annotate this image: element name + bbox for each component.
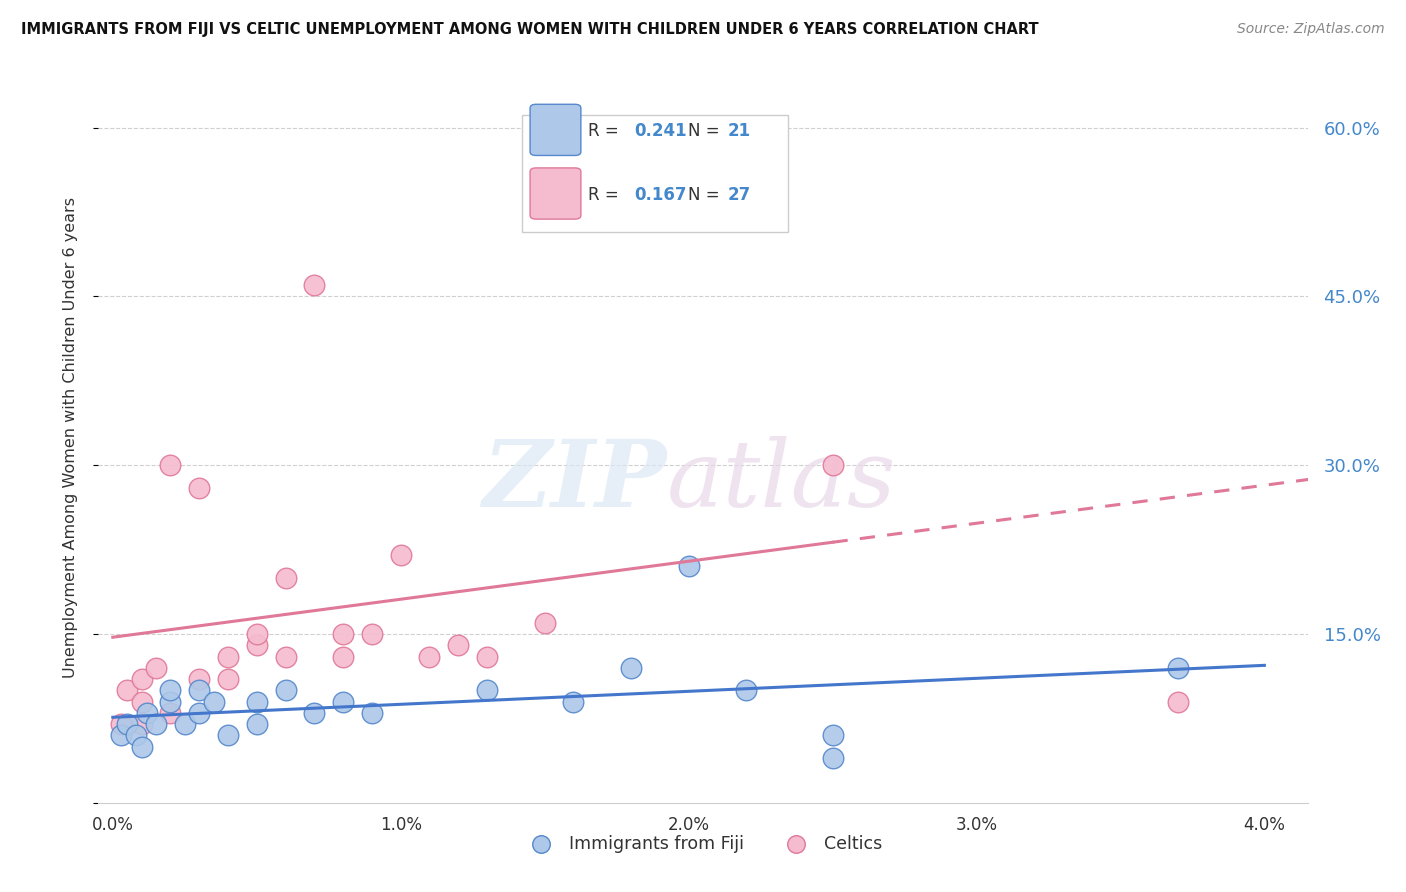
- FancyBboxPatch shape: [522, 115, 787, 232]
- Point: [562, 120, 585, 135]
- Point: [145, 661, 167, 675]
- Point: [159, 706, 181, 720]
- Point: [304, 278, 326, 293]
- Point: [217, 649, 239, 664]
- Point: [115, 683, 138, 698]
- Text: ZIP: ZIP: [482, 436, 666, 526]
- Text: IMMIGRANTS FROM FIJI VS CELTIC UNEMPLOYMENT AMONG WOMEN WITH CHILDREN UNDER 6 YE: IMMIGRANTS FROM FIJI VS CELTIC UNEMPLOYM…: [21, 22, 1039, 37]
- Text: R =: R =: [588, 122, 624, 140]
- Point: [475, 683, 498, 698]
- Point: [246, 717, 269, 731]
- Text: 27: 27: [727, 186, 751, 204]
- Point: [217, 728, 239, 742]
- Point: [274, 683, 297, 698]
- Point: [246, 627, 269, 641]
- Point: [678, 559, 700, 574]
- Point: [188, 706, 211, 720]
- Point: [821, 728, 844, 742]
- Point: [159, 694, 181, 708]
- Legend: Immigrants from Fiji, Celtics: Immigrants from Fiji, Celtics: [517, 828, 889, 860]
- Text: R =: R =: [588, 186, 624, 204]
- Point: [173, 717, 195, 731]
- Point: [110, 717, 132, 731]
- Point: [159, 683, 181, 698]
- FancyBboxPatch shape: [530, 104, 581, 155]
- Point: [389, 548, 412, 562]
- Point: [1167, 661, 1189, 675]
- Point: [188, 683, 211, 698]
- Text: 0.241: 0.241: [634, 122, 686, 140]
- Point: [217, 672, 239, 686]
- Point: [821, 751, 844, 765]
- Point: [202, 694, 225, 708]
- Point: [533, 615, 555, 630]
- Point: [246, 638, 269, 652]
- Point: [1167, 694, 1189, 708]
- Point: [136, 706, 159, 720]
- Point: [131, 694, 153, 708]
- Text: Source: ZipAtlas.com: Source: ZipAtlas.com: [1237, 22, 1385, 37]
- Point: [274, 571, 297, 585]
- Point: [735, 683, 758, 698]
- Point: [562, 694, 585, 708]
- Point: [110, 728, 132, 742]
- FancyBboxPatch shape: [530, 168, 581, 219]
- Point: [332, 694, 354, 708]
- Text: N =: N =: [689, 186, 725, 204]
- Point: [131, 739, 153, 754]
- Point: [125, 728, 148, 742]
- Point: [361, 627, 384, 641]
- Point: [274, 649, 297, 664]
- Text: 21: 21: [727, 122, 751, 140]
- Point: [145, 717, 167, 731]
- Point: [246, 694, 269, 708]
- Point: [821, 458, 844, 473]
- Text: N =: N =: [689, 122, 725, 140]
- Point: [131, 672, 153, 686]
- Point: [131, 717, 153, 731]
- Text: atlas: atlas: [666, 436, 896, 526]
- Point: [361, 706, 384, 720]
- Point: [304, 706, 326, 720]
- Point: [447, 638, 470, 652]
- Point: [159, 458, 181, 473]
- Point: [332, 627, 354, 641]
- Point: [418, 649, 440, 664]
- Point: [115, 717, 138, 731]
- Text: 0.167: 0.167: [634, 186, 686, 204]
- Y-axis label: Unemployment Among Women with Children Under 6 years: Unemployment Among Women with Children U…: [63, 196, 77, 678]
- Point: [188, 672, 211, 686]
- Point: [620, 661, 643, 675]
- Point: [332, 649, 354, 664]
- Point: [188, 481, 211, 495]
- Point: [475, 649, 498, 664]
